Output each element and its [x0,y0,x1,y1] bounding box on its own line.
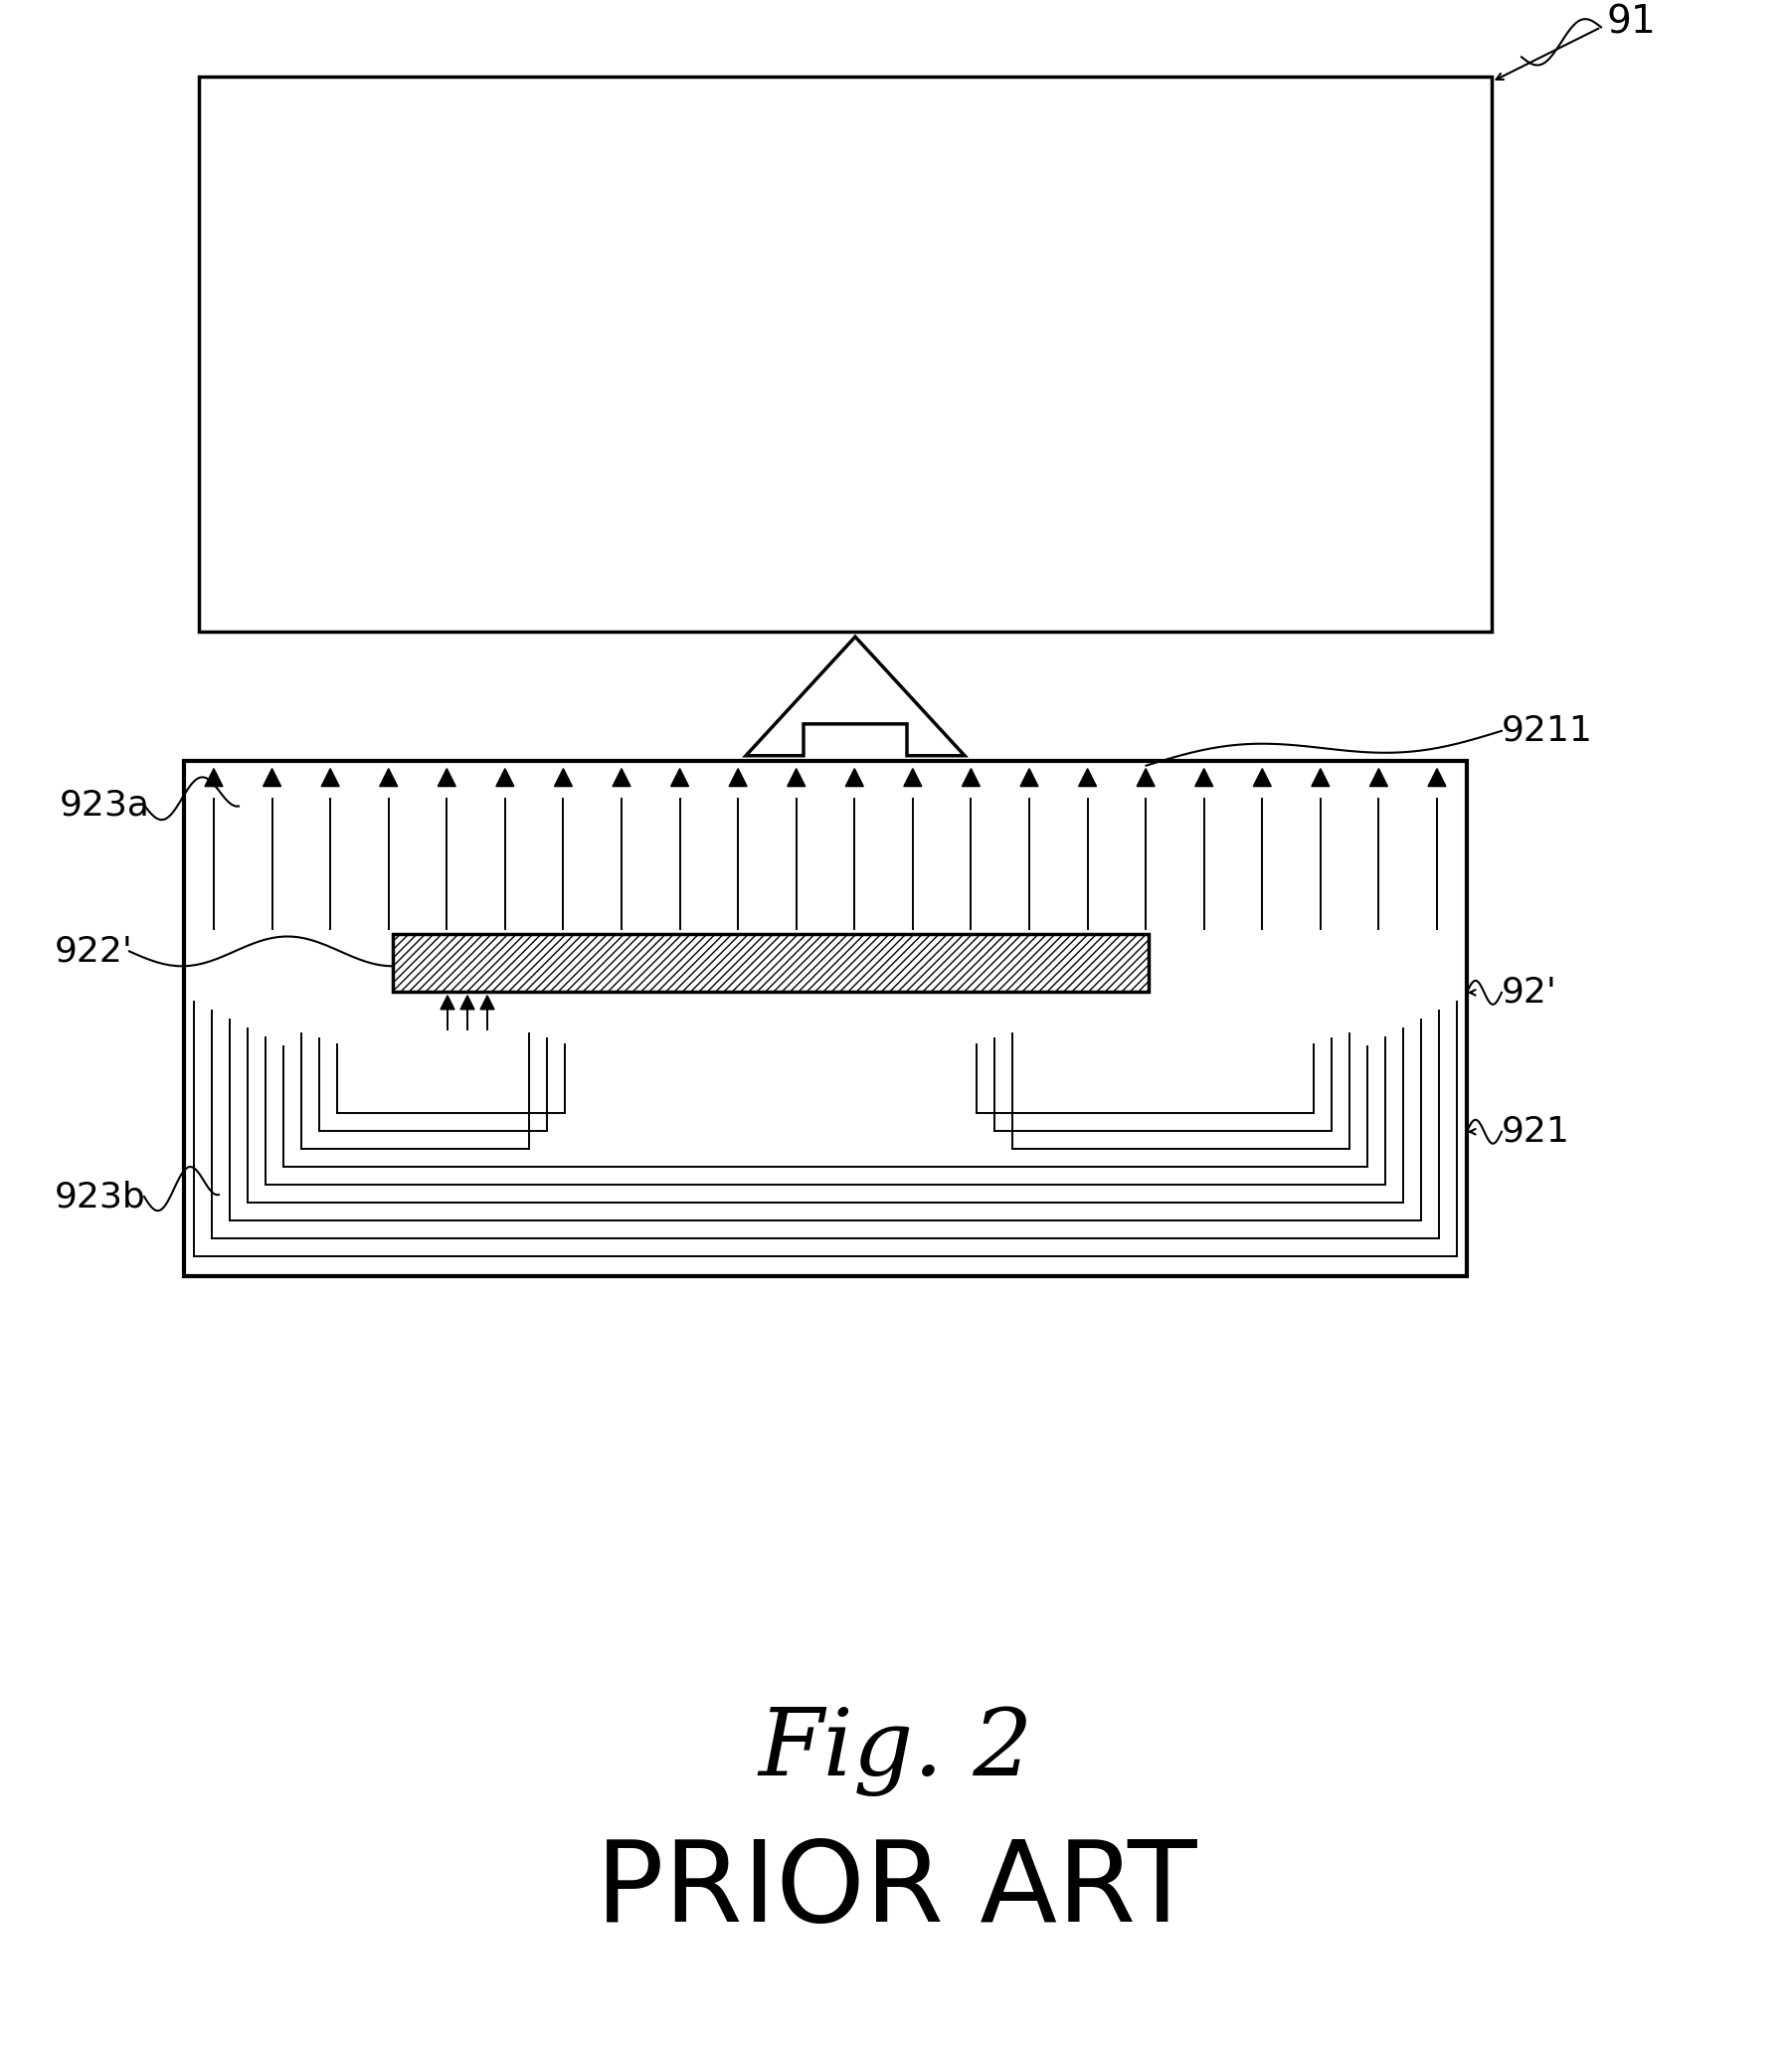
Polygon shape [787,768,805,787]
Polygon shape [554,768,572,787]
Polygon shape [1369,768,1387,787]
Polygon shape [1428,768,1446,787]
Polygon shape [1253,768,1271,787]
Polygon shape [962,768,980,787]
Text: PRIOR ART: PRIOR ART [595,1836,1197,1947]
Bar [185,760,1468,1277]
Polygon shape [437,768,455,787]
Polygon shape [670,768,688,787]
Polygon shape [613,768,631,787]
Polygon shape [321,768,339,787]
Bar [392,934,1149,992]
Polygon shape [846,768,864,787]
Polygon shape [745,637,964,756]
Polygon shape [480,996,495,1010]
Polygon shape [729,768,747,787]
Text: 921: 921 [1502,1115,1570,1149]
Polygon shape [441,996,455,1010]
Polygon shape [1312,768,1330,787]
Text: 91: 91 [1606,4,1656,41]
Polygon shape [461,996,475,1010]
Polygon shape [204,768,222,787]
Bar [199,76,1491,631]
Polygon shape [1020,768,1038,787]
Polygon shape [903,768,921,787]
Polygon shape [380,768,398,787]
Text: Fig. 2: Fig. 2 [758,1707,1034,1797]
Text: 923b: 923b [56,1180,145,1213]
Text: 923a: 923a [59,789,151,822]
Text: 92': 92' [1502,975,1557,1010]
Text: 9211: 9211 [1502,713,1593,748]
Text: 922': 922' [56,934,133,969]
Bar [392,934,1149,992]
Polygon shape [1079,768,1097,787]
Polygon shape [1136,768,1154,787]
Polygon shape [496,768,514,787]
Polygon shape [1195,768,1213,787]
Polygon shape [263,768,281,787]
